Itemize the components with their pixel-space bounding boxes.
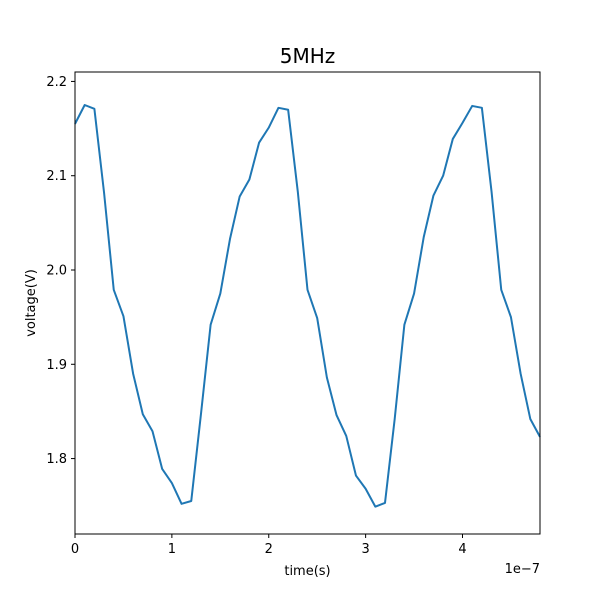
x-axis-label: time(s)	[284, 564, 330, 579]
y-tick-label: 1.9	[46, 358, 67, 373]
x-tick-label: 4	[458, 542, 466, 557]
x-tick-label: 2	[265, 542, 273, 557]
y-axis-ticks: 1.8 1.9 2.0 2.1 2.2	[46, 75, 75, 467]
x-tick-label: 3	[361, 542, 369, 557]
x-axis-offset-label: 1e−7	[505, 562, 540, 577]
y-tick-label: 2.0	[46, 264, 67, 279]
x-tick-label: 0	[71, 542, 79, 557]
x-tick-label: 1	[168, 542, 176, 557]
y-tick-label: 2.1	[46, 169, 67, 184]
chart-title: 5MHz	[280, 44, 336, 68]
plot-frame	[74, 71, 541, 535]
y-axis-label: voltage(V)	[24, 269, 39, 337]
plot-area	[74, 104, 541, 508]
x-axis-ticks: 0 1 2 3 4	[71, 534, 467, 557]
y-tick-label: 2.2	[46, 75, 67, 90]
series-line-0	[74, 104, 541, 508]
y-tick-label: 1.8	[46, 452, 67, 467]
